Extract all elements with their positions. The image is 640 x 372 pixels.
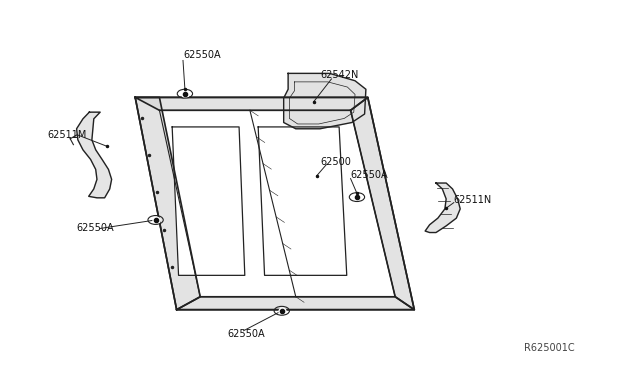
Text: 62550A: 62550A — [228, 330, 265, 339]
Text: 62500: 62500 — [320, 157, 351, 167]
Polygon shape — [177, 297, 414, 310]
Text: 62550A: 62550A — [351, 170, 388, 180]
Text: 62511M: 62511M — [47, 130, 86, 140]
Polygon shape — [172, 127, 245, 275]
Polygon shape — [77, 112, 111, 198]
Polygon shape — [351, 97, 414, 310]
Polygon shape — [284, 73, 366, 129]
Polygon shape — [135, 97, 368, 110]
Text: 62542N: 62542N — [320, 70, 358, 80]
Polygon shape — [425, 183, 460, 232]
Text: 62511N: 62511N — [454, 195, 492, 205]
Text: R625001C: R625001C — [524, 343, 575, 353]
Text: 62550A: 62550A — [77, 224, 114, 234]
Text: 62550A: 62550A — [183, 50, 221, 60]
Polygon shape — [258, 127, 347, 275]
Polygon shape — [135, 97, 200, 310]
